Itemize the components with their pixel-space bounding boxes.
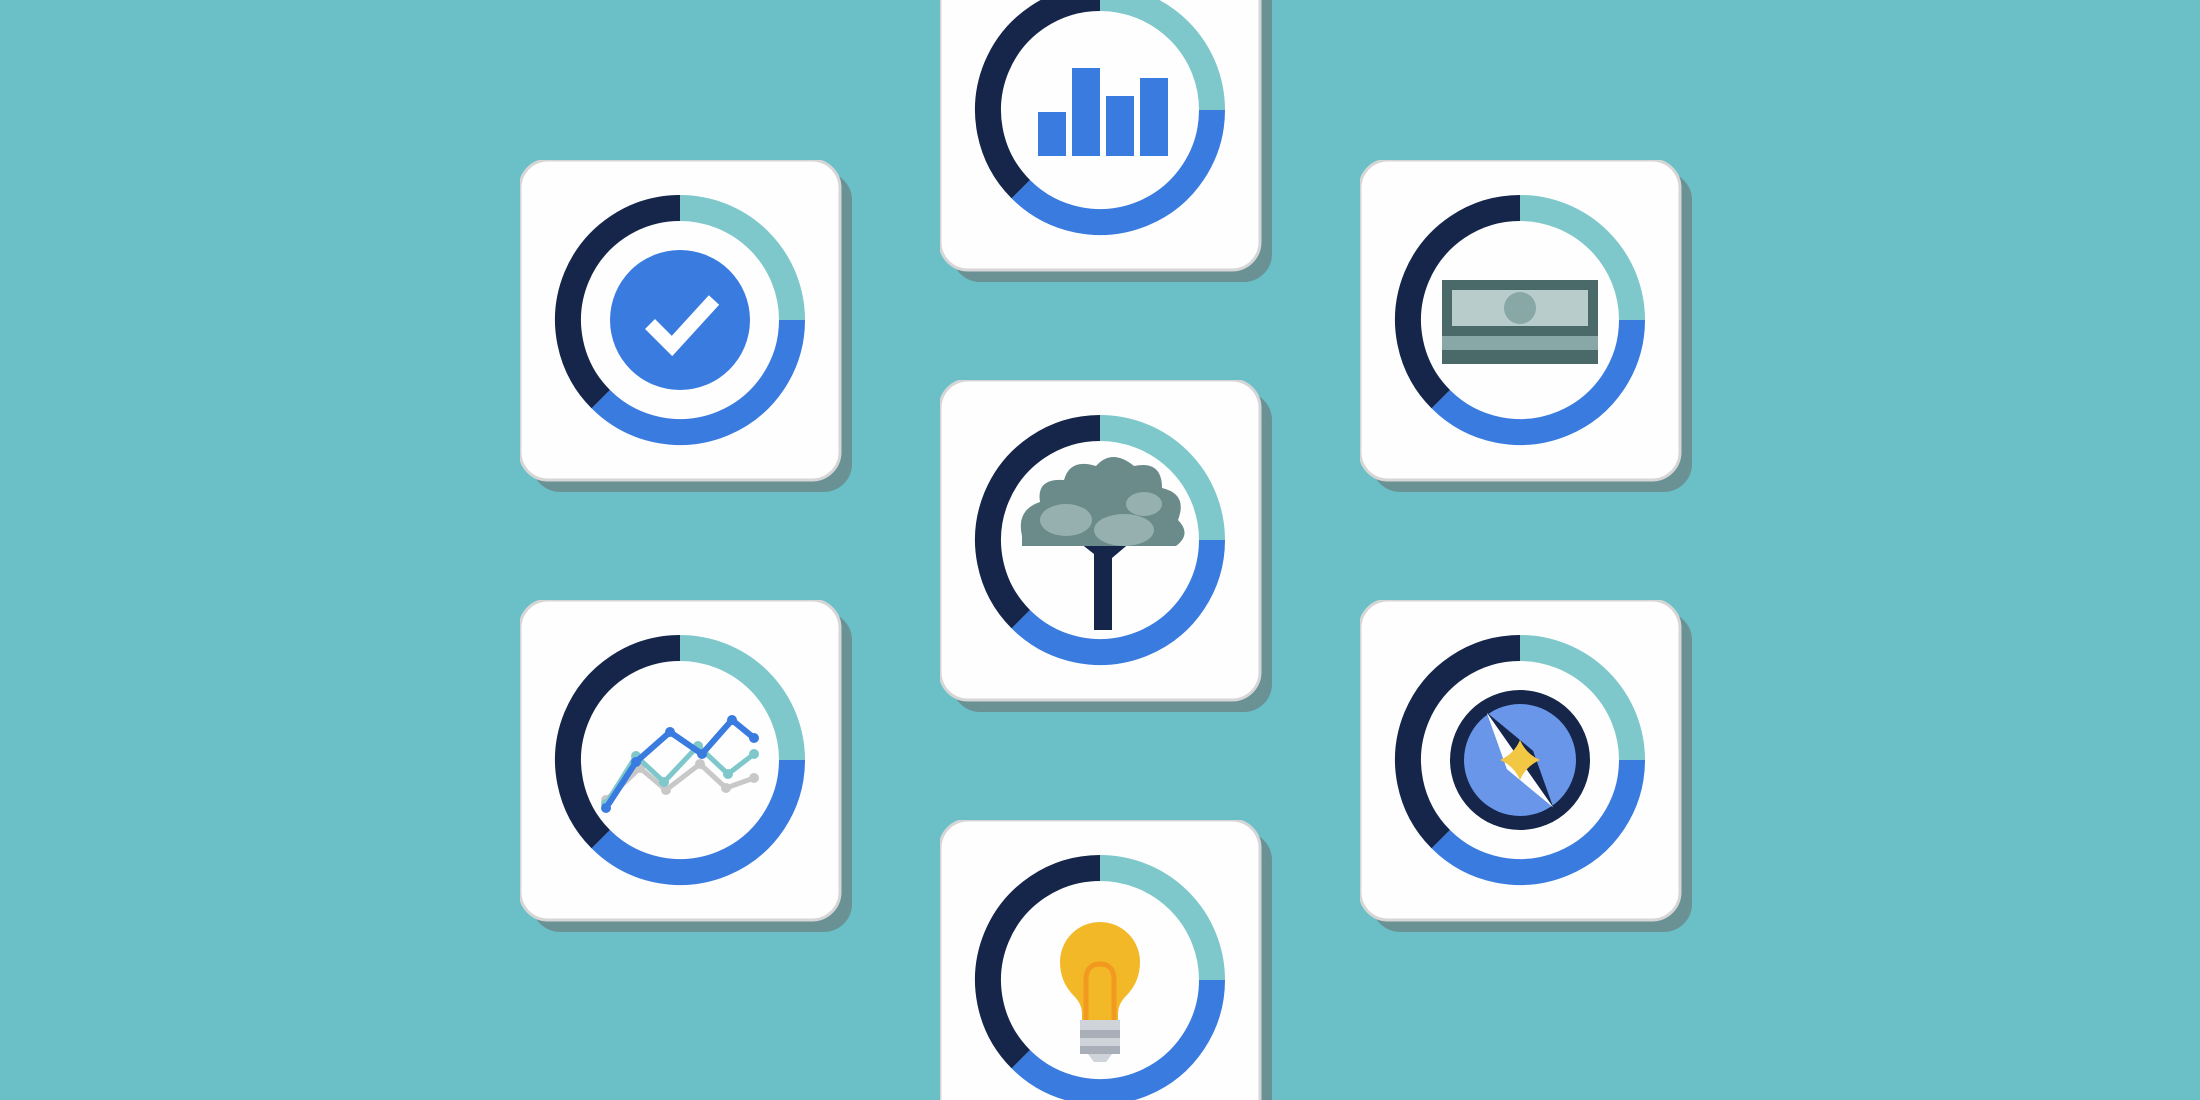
line-chart-tile xyxy=(520,600,852,932)
money-tile xyxy=(1360,160,1692,492)
checkmark-tile xyxy=(520,160,852,492)
infographic-canvas xyxy=(0,0,2200,1100)
bar-chart-tile xyxy=(940,0,1272,282)
tree-tile xyxy=(940,380,1272,712)
lightbulb-tile xyxy=(940,820,1272,1100)
compass-tile xyxy=(1360,600,1692,932)
